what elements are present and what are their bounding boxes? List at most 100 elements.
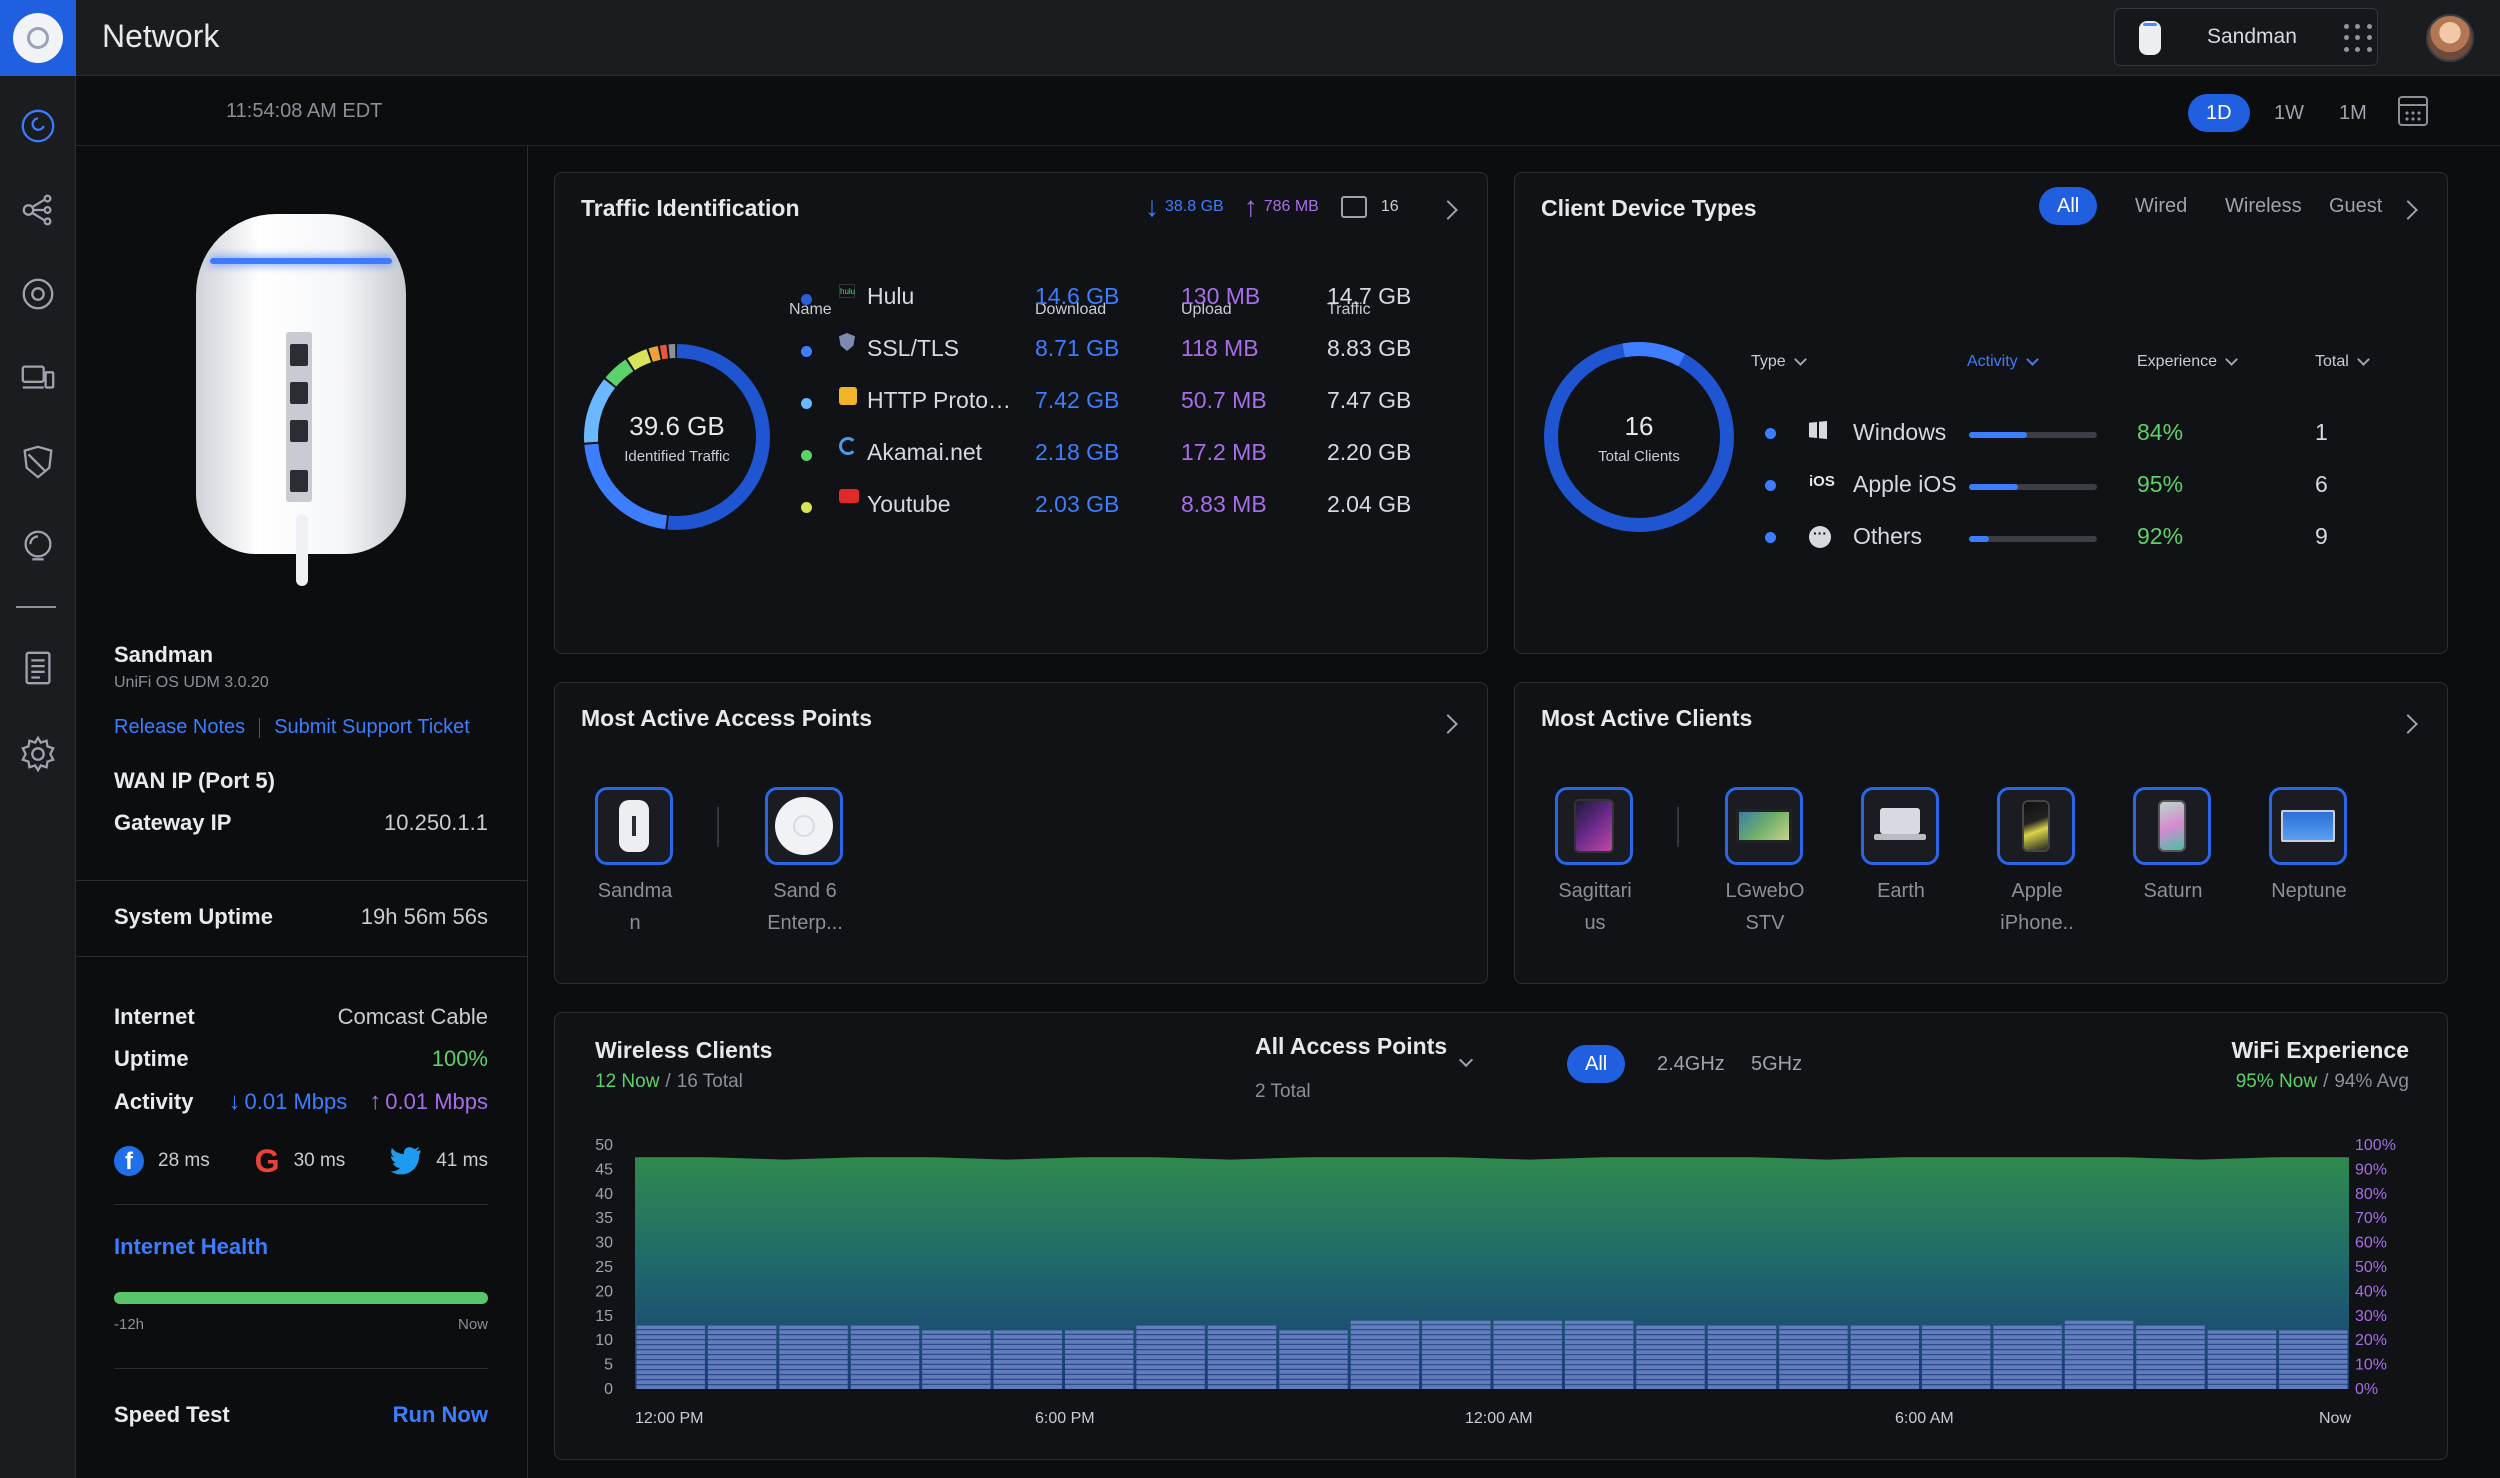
chevron-right-icon[interactable] bbox=[2398, 200, 2418, 220]
col-type[interactable]: Type bbox=[1751, 353, 1807, 371]
x-tick-label: 6:00 AM bbox=[1895, 1410, 1954, 1427]
client-label: Neptune bbox=[2271, 880, 2347, 902]
run-speed-test-button[interactable]: Run Now bbox=[392, 1402, 488, 1427]
col-download[interactable]: Download bbox=[1035, 301, 1107, 318]
client-tile-apple-iphone[interactable] bbox=[1997, 787, 2075, 865]
filter-guest-button[interactable]: Guest bbox=[2329, 195, 2383, 217]
console-device-icon bbox=[2139, 21, 2161, 55]
device-selector[interactable]: Sandman bbox=[2114, 8, 2378, 66]
range-1d-button[interactable]: 1D bbox=[2188, 94, 2250, 132]
access-point-tile-sandman[interactable] bbox=[595, 787, 673, 865]
col-total-label: Total bbox=[2315, 353, 2349, 370]
support-ticket-link[interactable]: Submit Support Ticket bbox=[274, 716, 470, 738]
y2-tick-label: 60% bbox=[2355, 1235, 2387, 1252]
range-1w-button[interactable]: 1W bbox=[2274, 102, 2304, 124]
calendar-icon[interactable] bbox=[2398, 96, 2428, 126]
logs-icon[interactable] bbox=[14, 644, 62, 692]
donut-value: 39.6 GB bbox=[629, 411, 725, 441]
nav-rail bbox=[0, 0, 76, 1478]
client-type-dot bbox=[1765, 428, 1776, 439]
client-tile-neptune[interactable] bbox=[2269, 787, 2347, 865]
app-download: 2.18 GB bbox=[1035, 439, 1120, 465]
device-panel: Sandman UniFi OS UDM 3.0.20 Release Note… bbox=[76, 146, 528, 1478]
device-os-version: UniFi OS UDM 3.0.20 bbox=[114, 674, 269, 691]
page-title: Network bbox=[102, 18, 220, 54]
speed-test-label: Speed Test bbox=[114, 1402, 230, 1427]
release-notes-link[interactable]: Release Notes bbox=[114, 716, 246, 738]
client-tile-sagittarius[interactable] bbox=[1555, 787, 1633, 865]
most-active-clients-card: Most Active Clients Sagittari us LGwebO … bbox=[1514, 682, 2448, 984]
unifi-logo-icon[interactable] bbox=[0, 0, 76, 76]
chevron-down-icon bbox=[2025, 353, 2039, 366]
apps-grid-icon[interactable] bbox=[2340, 20, 2376, 56]
most-active-access-points-card: Most Active Access Points Sandma n Sand … bbox=[554, 682, 1488, 984]
band-5ghz-button[interactable]: 5GHz bbox=[1751, 1053, 1803, 1075]
col-name[interactable]: Name bbox=[789, 301, 832, 318]
activity-label: Activity bbox=[114, 1089, 194, 1114]
range-1m-button[interactable]: 1M bbox=[2339, 102, 2367, 124]
download-arrow-icon: ↓ bbox=[228, 1088, 241, 1115]
y-tick-label: 20 bbox=[595, 1283, 613, 1300]
access-point-tile-sand6[interactable] bbox=[765, 787, 843, 865]
client-count-bar bbox=[1922, 1325, 1991, 1389]
col-experience[interactable]: Experience bbox=[2137, 353, 2238, 371]
traffic-identification-card: Traffic Identification ↓ 38.8 GB ↑ 786 M… bbox=[554, 172, 1488, 654]
y2-tick-label: 50% bbox=[2355, 1259, 2387, 1276]
wireless-clients-card: Wireless Clients 12 Now / 16 Total All A… bbox=[554, 1012, 2448, 1460]
clients-icon[interactable] bbox=[14, 354, 62, 402]
dashboard-icon[interactable] bbox=[14, 102, 62, 150]
y2-tick-label: 90% bbox=[2355, 1161, 2387, 1178]
filter-wireless-button[interactable]: Wireless bbox=[2225, 195, 2302, 217]
access-point-select[interactable]: All Access Points bbox=[1255, 1033, 1448, 1059]
y2-tick-label: 40% bbox=[2355, 1283, 2387, 1300]
filter-wired-button[interactable]: Wired bbox=[2135, 195, 2188, 217]
wireless-clients-total: 16 Total bbox=[676, 1071, 743, 1092]
total-upload: 786 MB bbox=[1263, 198, 1319, 215]
system-uptime-value: 19h 56m 56s bbox=[360, 904, 488, 929]
y-tick-label: 10 bbox=[595, 1332, 613, 1349]
col-traffic[interactable]: Traffic bbox=[1327, 301, 1371, 318]
device-image bbox=[196, 214, 406, 586]
security-icon[interactable] bbox=[14, 438, 62, 486]
wifi-experience-area bbox=[635, 1157, 2349, 1389]
client-tile-lgwebostv[interactable] bbox=[1725, 787, 1803, 865]
client-tile-saturn[interactable] bbox=[2133, 787, 2211, 865]
donut-value: 16 bbox=[1624, 411, 1654, 441]
band-24ghz-button[interactable]: 2.4GHz bbox=[1657, 1053, 1725, 1075]
chevron-right-icon[interactable] bbox=[2398, 714, 2418, 734]
client-experience: 95% bbox=[2137, 471, 2184, 497]
col-total[interactable]: Total bbox=[2315, 353, 2370, 371]
internet-health-link[interactable]: Internet Health bbox=[114, 1234, 269, 1259]
app-traffic: 8.83 GB bbox=[1327, 335, 1412, 361]
y-tick-label: 30 bbox=[595, 1235, 613, 1252]
col-activity[interactable]: Activity bbox=[1967, 353, 2039, 371]
activity-bar-fill bbox=[1969, 432, 2027, 438]
upload-arrow-icon: ↑ bbox=[369, 1088, 382, 1115]
client-tile-earth[interactable] bbox=[1861, 787, 1939, 865]
app-download: 14.6 GB bbox=[1035, 283, 1120, 309]
card-title: Most Active Clients bbox=[1541, 705, 1753, 731]
app-color-dot bbox=[801, 346, 812, 357]
devices-icon[interactable] bbox=[14, 270, 62, 318]
band-all-button[interactable]: All bbox=[1567, 1045, 1626, 1083]
card-title: Traffic Identification bbox=[581, 195, 800, 221]
app-upload: 118 MB bbox=[1181, 335, 1259, 361]
chevron-right-icon[interactable] bbox=[1438, 714, 1458, 734]
avatar[interactable] bbox=[2426, 14, 2474, 62]
insights-icon[interactable] bbox=[14, 522, 62, 570]
x-tick-label: Now bbox=[2319, 1410, 2351, 1427]
client-type-name: Windows bbox=[1853, 419, 1947, 445]
col-upload[interactable]: Upload bbox=[1181, 301, 1232, 318]
topology-icon[interactable] bbox=[14, 186, 62, 234]
chevron-down-icon bbox=[2225, 353, 2238, 366]
gateway-ip-value: 10.250.1.1 bbox=[384, 810, 488, 835]
chevron-right-icon[interactable] bbox=[1438, 200, 1458, 220]
client-experience: 92% bbox=[2137, 523, 2184, 549]
filter-all-button[interactable]: All bbox=[2039, 187, 2098, 225]
client-count-bar bbox=[1636, 1325, 1705, 1389]
settings-gear-icon[interactable] bbox=[14, 730, 62, 778]
iphone-icon bbox=[2158, 800, 2186, 852]
client-total: 6 bbox=[2315, 471, 2328, 497]
tv-icon bbox=[1736, 809, 1792, 843]
divider bbox=[114, 1204, 488, 1205]
